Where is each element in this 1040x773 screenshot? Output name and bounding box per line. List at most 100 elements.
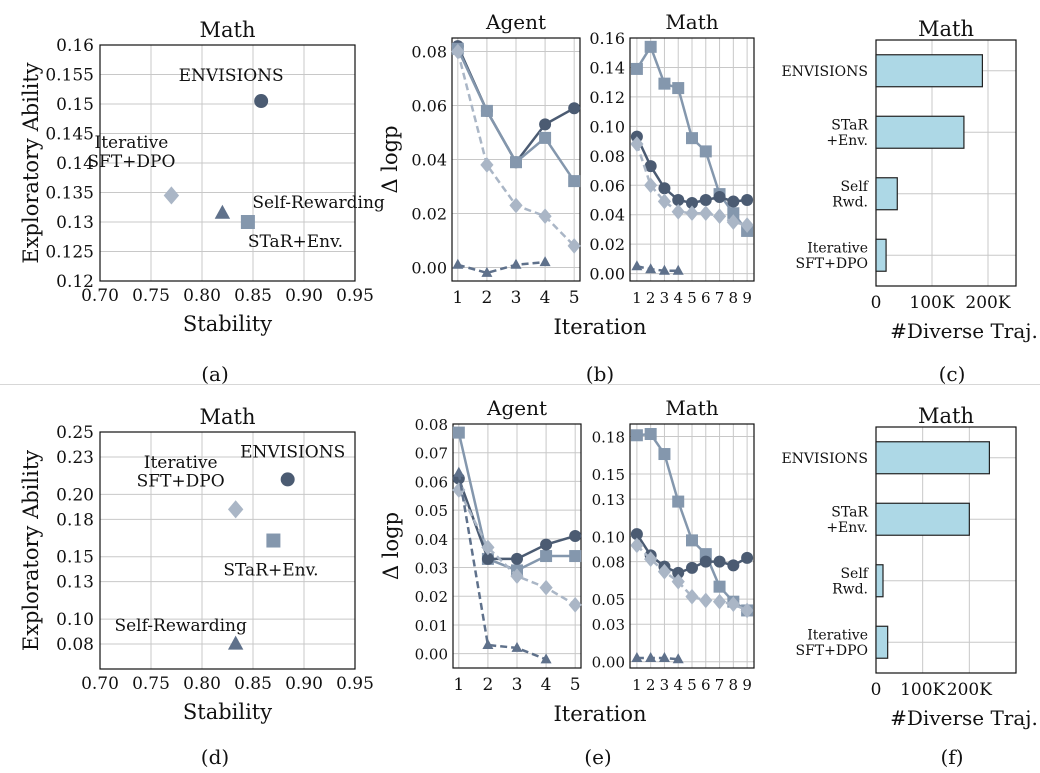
y-axis-label: Exploratory Ability bbox=[19, 62, 43, 263]
chart-d-frame bbox=[99, 431, 356, 670]
data-point-square bbox=[658, 448, 671, 461]
x-axis-label-iteration: Iteration bbox=[553, 315, 646, 339]
x-tick-label: 1 bbox=[632, 676, 642, 694]
category-label: STaR +Env. bbox=[826, 118, 868, 149]
category-label-line: Iterative bbox=[807, 628, 868, 644]
data-point-square bbox=[686, 132, 698, 145]
category-label-line: +Env. bbox=[826, 520, 868, 536]
x-tick-label: 5 bbox=[569, 288, 580, 308]
chart-title: Agent bbox=[486, 396, 547, 420]
x-tick-label: 0.75 bbox=[132, 286, 170, 306]
data-point-diamond bbox=[163, 186, 180, 205]
data-point-circle bbox=[569, 529, 582, 542]
y-tick-label: 0.15 bbox=[56, 95, 94, 115]
category-label-line: SFT+DPO bbox=[796, 256, 869, 272]
data-point-square bbox=[713, 580, 726, 593]
chart-title: Math bbox=[200, 18, 256, 42]
y-tick-label: 0.12 bbox=[56, 272, 94, 292]
x-tick-label: 3 bbox=[511, 288, 522, 308]
data-point-triangle bbox=[658, 651, 670, 662]
data-point-square bbox=[452, 426, 465, 439]
series-line bbox=[636, 656, 679, 661]
y-tick-label: 0.155 bbox=[45, 66, 94, 86]
series-line bbox=[457, 472, 547, 661]
y-tick-label: 0.06 bbox=[411, 97, 447, 116]
data-point-circle bbox=[672, 566, 685, 579]
category-label-line: STaR bbox=[831, 505, 868, 521]
y-axis-label: Δ logp bbox=[378, 125, 402, 193]
chart-c: ENVISIONS STaR +Env. Self Rwd. Iterative SFT+D… bbox=[781, 17, 1037, 343]
data-point-square bbox=[658, 77, 671, 90]
category-label: Iterative SFT+DPO bbox=[796, 628, 869, 659]
chart-title: Math bbox=[918, 404, 974, 428]
x-tick-label: 1 bbox=[453, 675, 464, 695]
data-point-square bbox=[540, 550, 553, 563]
chart-b2-frame bbox=[629, 37, 755, 282]
x-tick-label: 200K bbox=[965, 293, 1010, 313]
x-tick-label: 2 bbox=[482, 675, 493, 695]
data-point-triangle bbox=[214, 204, 231, 219]
data-point-square bbox=[644, 428, 657, 441]
data-point-triangle bbox=[227, 635, 244, 650]
data-point-diamond bbox=[510, 568, 524, 584]
x-tick-label: 4 bbox=[541, 675, 552, 695]
x-tick-label: 0.95 bbox=[336, 674, 374, 694]
y-tick-label: 0.10 bbox=[56, 610, 94, 630]
data-point-triangle bbox=[645, 263, 657, 274]
x-tick-label: 8 bbox=[729, 289, 739, 307]
data-point-circle bbox=[686, 561, 698, 574]
caption-f: (f) bbox=[940, 745, 964, 769]
data-point-circle bbox=[699, 194, 712, 206]
y-tick-label: 0.145 bbox=[45, 125, 94, 145]
y-axis-label: Δ logp bbox=[379, 512, 403, 580]
y-tick-label: 0.08 bbox=[411, 43, 447, 62]
data-point-square bbox=[568, 175, 581, 188]
data-point-circle bbox=[713, 555, 726, 568]
x-tick-label: 100K bbox=[900, 680, 945, 700]
caption-a: (a) bbox=[201, 362, 229, 386]
data-point-circle bbox=[630, 528, 643, 541]
chart-title: Math bbox=[665, 10, 718, 34]
category-label: STaR +Env. bbox=[826, 505, 868, 536]
x-tick-label: 0 bbox=[871, 293, 882, 313]
x-axis-label: Stability bbox=[183, 700, 272, 724]
data-point-diamond bbox=[481, 539, 495, 556]
chart-b1: 1 2 3 4 5 0.00 0.02 0.04 0.06 0.08 Agent Δ logp bbox=[378, 10, 581, 308]
point-label-line: Iterative bbox=[144, 453, 218, 473]
data-point-triangle bbox=[631, 651, 643, 662]
x-tick-label: 5 bbox=[687, 289, 697, 307]
data-point-diamond bbox=[712, 208, 727, 224]
point-label: STaR+Env. bbox=[223, 561, 318, 581]
data-point-diamond bbox=[568, 597, 582, 613]
x-tick-label: 0.70 bbox=[81, 286, 119, 306]
data-point-square bbox=[240, 215, 255, 229]
y-tick-label: 0.14 bbox=[589, 58, 625, 77]
chart-title: Math bbox=[200, 405, 256, 429]
data-point-triangle bbox=[510, 258, 522, 269]
data-point-square bbox=[630, 429, 643, 442]
y-tick-label: 0.02 bbox=[415, 588, 448, 606]
data-point-circle bbox=[672, 194, 685, 206]
y-tick-label: 0.135 bbox=[45, 184, 94, 204]
category-label: Iterative SFT+DPO bbox=[796, 241, 869, 272]
data-point-circle bbox=[741, 194, 754, 206]
data-point-circle bbox=[727, 195, 740, 208]
x-tick-label: 0.90 bbox=[285, 674, 323, 694]
x-tick-label: 4 bbox=[673, 289, 683, 307]
bar bbox=[875, 502, 970, 536]
data-point-triangle bbox=[540, 653, 552, 664]
point-label: ENVISIONS bbox=[240, 442, 345, 462]
y-tick-label: 0.08 bbox=[592, 554, 625, 572]
x-tick-label: 9 bbox=[742, 289, 752, 307]
category-label: ENVISIONS bbox=[781, 64, 868, 80]
y-tick-label: 0.02 bbox=[411, 205, 447, 224]
y-tick-label: 0.08 bbox=[415, 416, 448, 434]
point-label: STaR+Env. bbox=[248, 232, 343, 252]
data-point-triangle bbox=[452, 258, 464, 269]
data-point-circle bbox=[741, 551, 754, 564]
y-axis-label: Exploratory Ability bbox=[19, 450, 43, 651]
data-point-circle bbox=[727, 559, 740, 572]
x-tick-label: 9 bbox=[742, 676, 752, 694]
y-tick-label: 0.18 bbox=[56, 510, 94, 530]
